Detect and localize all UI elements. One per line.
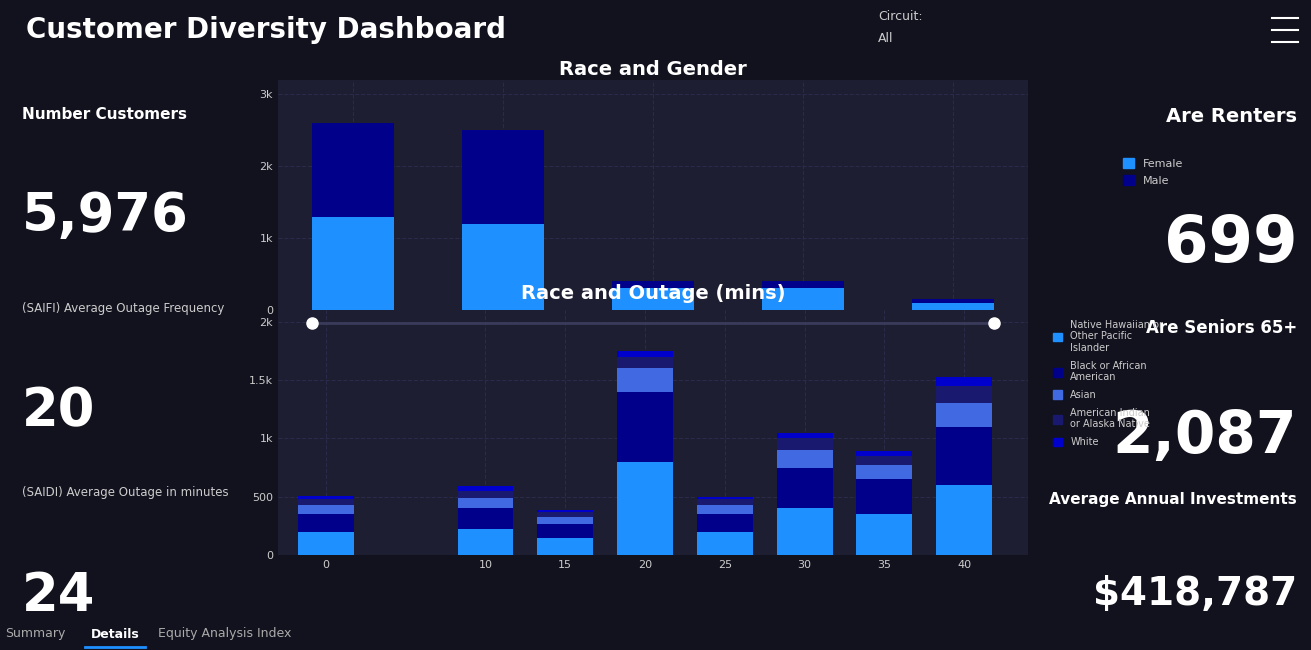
Bar [312,123,395,216]
Bar [461,130,544,224]
Text: Race and Gender: Race and Gender [558,60,747,79]
Bar [776,508,832,555]
Bar [856,465,912,479]
Text: 5,976: 5,976 [21,190,189,242]
Bar [856,514,912,555]
Bar [936,404,992,426]
Bar [617,462,673,555]
Text: Are Seniors 65+: Are Seniors 65+ [1146,318,1297,337]
Bar [617,351,673,357]
Bar [458,498,514,508]
Text: Are Renters: Are Renters [1167,107,1297,125]
Text: (SAIFI) Average Outage Frequency: (SAIFI) Average Outage Frequency [21,302,224,315]
Bar [911,303,994,310]
Text: Customer Diversity Dashboard: Customer Diversity Dashboard [26,16,506,44]
Bar [936,376,992,386]
Bar [298,505,354,514]
Bar [776,450,832,467]
Bar [538,538,593,555]
Bar [298,499,354,505]
Legend: Native Hawaiian or
Other Pacific
Islander, Black or African
American, Asian, Ame: Native Hawaiian or Other Pacific Islande… [1047,315,1168,452]
Bar [936,485,992,555]
Bar [538,510,593,512]
Bar [617,392,673,462]
Bar [298,532,354,555]
Bar [538,523,593,538]
Text: Details: Details [90,627,139,640]
Legend: Female, Male: Female, Male [1118,154,1188,190]
Text: 699: 699 [1164,213,1297,275]
Bar [458,486,514,491]
Bar [911,299,994,303]
Bar [538,512,593,517]
Bar [617,357,673,369]
Bar [312,216,395,310]
Text: $418,787: $418,787 [1093,575,1297,614]
Bar [298,514,354,532]
Bar [776,432,832,438]
Bar [936,426,992,485]
Bar [856,456,912,465]
Bar [538,517,593,523]
Bar [697,514,753,532]
Bar [461,224,544,310]
Bar [936,386,992,404]
Bar [762,289,844,310]
Bar [612,289,695,310]
Bar [856,451,912,456]
Text: (SAIDI) Average Outage in minutes: (SAIDI) Average Outage in minutes [21,486,228,499]
Bar [697,497,753,499]
Text: Summary: Summary [5,627,66,640]
Text: 20: 20 [21,385,94,437]
Bar [697,505,753,514]
Bar [298,495,354,499]
Bar [612,281,695,289]
Text: 2,087: 2,087 [1113,408,1297,465]
Text: Average Annual Investments: Average Annual Investments [1049,491,1297,506]
Bar [458,508,514,529]
Bar [856,479,912,514]
Text: Race and Outage (mins): Race and Outage (mins) [520,284,785,304]
Bar [458,491,514,498]
Bar [776,438,832,450]
Text: All: All [878,32,894,46]
Bar [697,532,753,555]
Text: Number Customers: Number Customers [21,107,186,122]
Bar [762,281,844,289]
Bar [697,499,753,505]
Bar [776,467,832,508]
Bar [617,369,673,392]
Text: Circuit:: Circuit: [878,10,923,23]
Text: 24: 24 [21,570,94,622]
Text: Equity Analysis Index: Equity Analysis Index [159,627,291,640]
Bar [458,529,514,555]
